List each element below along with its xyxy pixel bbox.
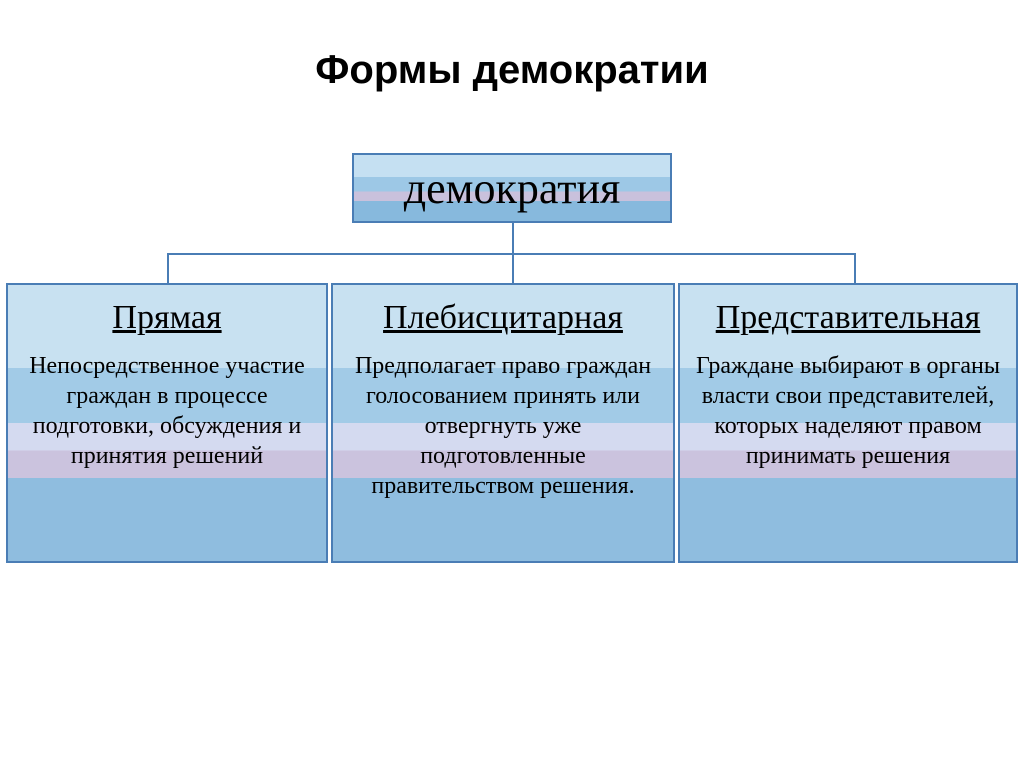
child-node-plebiscitary: Плебисцитарная Предполагает право гражда… [331, 283, 675, 563]
child-description: Предполагает право граждан голосованием … [341, 351, 665, 501]
child-description: Непосредственное участие граждан в проце… [16, 351, 318, 471]
connectors [0, 223, 1024, 283]
connector-horizontal [167, 253, 854, 255]
child-title: Прямая [16, 299, 318, 337]
child-title: Представительная [688, 299, 1008, 337]
connector-drop-2 [854, 253, 856, 283]
child-title: Плебисцитарная [341, 299, 665, 337]
root-label: демократия [404, 163, 621, 214]
root-node: демократия [352, 153, 672, 223]
children-row: Прямая Непосредственное участие граждан … [0, 283, 1024, 563]
connector-drop-1 [512, 253, 514, 283]
child-description: Граждане выбирают в органы власти свои п… [688, 351, 1008, 471]
connector-drop-0 [167, 253, 169, 283]
child-node-representative: Представительная Граждане выбирают в орг… [678, 283, 1018, 563]
child-node-direct: Прямая Непосредственное участие граждан … [6, 283, 328, 563]
connector-stem [512, 223, 514, 253]
page-title: Формы демократии [0, 0, 1024, 93]
